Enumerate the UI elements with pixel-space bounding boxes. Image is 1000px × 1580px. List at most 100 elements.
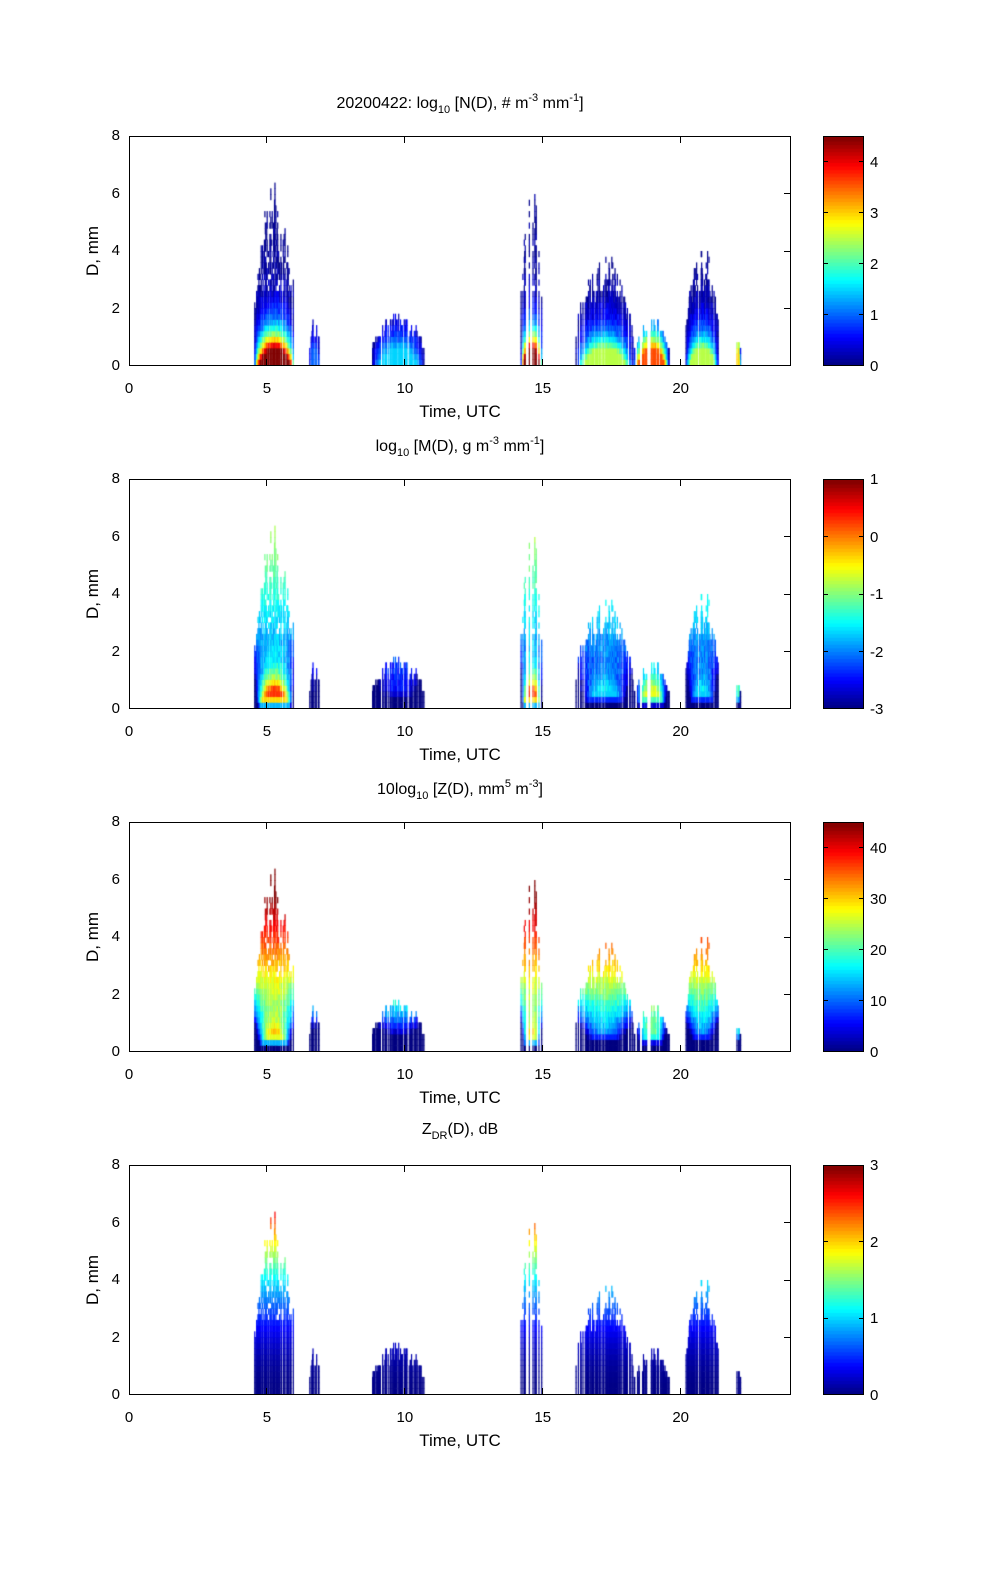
- x-tick: [404, 1388, 406, 1394]
- colorbar-tick-label: 0: [870, 1044, 879, 1061]
- x-tick-label: 0: [124, 723, 134, 740]
- colorbar: [823, 1165, 864, 1395]
- colorbar-gradient: [824, 823, 863, 1051]
- colorbar-tick: [859, 314, 863, 316]
- y-tick-label: 0: [111, 1043, 120, 1060]
- x-tick: [680, 359, 682, 365]
- colorbar-tick: [824, 651, 828, 652]
- y-tick: [784, 250, 790, 252]
- y-axis-label: D, mm: [83, 911, 102, 963]
- colorbar-tick-label: 40: [870, 839, 887, 857]
- title-part: DR: [431, 1130, 448, 1142]
- x-tick: [404, 480, 406, 486]
- colorbar-tick: [859, 651, 863, 652]
- colorbar-tick-label: -3: [870, 701, 884, 718]
- x-tick: [542, 1388, 544, 1394]
- title-part: -1: [569, 92, 580, 104]
- y-tick-label: 6: [111, 1213, 120, 1231]
- colorbar-tick: [824, 949, 828, 951]
- colorbar: [823, 136, 864, 366]
- x-tick: [266, 480, 268, 486]
- chart-title: 20200422: log10 [N(D), # m-3 mm-1]: [129, 92, 791, 116]
- x-tick: [404, 1045, 406, 1051]
- y-tick: [784, 193, 790, 194]
- y-tick: [784, 651, 790, 652]
- x-tick-label: 15: [534, 380, 552, 397]
- y-axis-label: D, mm: [83, 225, 102, 277]
- x-tick: [542, 1166, 544, 1172]
- title-part: -1: [530, 435, 540, 447]
- y-tick: [784, 308, 790, 309]
- chart-title: ZDR(D), dB: [129, 1121, 791, 1142]
- y-tick: [784, 994, 790, 995]
- colorbar-tick: [859, 847, 863, 849]
- x-tick: [404, 137, 406, 143]
- x-tick: [680, 137, 682, 143]
- title-part: 5: [504, 778, 511, 790]
- colorbar-tick-label: 1: [870, 1310, 879, 1328]
- colorbar-tick-label: 0: [870, 528, 879, 546]
- y-tick: [784, 593, 790, 595]
- y-tick-label: 6: [111, 527, 120, 545]
- title-part: log: [375, 438, 397, 455]
- y-tick: [784, 936, 790, 938]
- x-tick-label: 5: [262, 380, 272, 397]
- x-tick: [680, 702, 682, 708]
- y-tick-label: 6: [111, 870, 120, 888]
- y-axis-label: D, mm: [83, 1254, 102, 1306]
- title-part: 10: [416, 790, 429, 802]
- plot-area: [129, 136, 791, 366]
- title-part: (D), dB: [447, 1121, 499, 1138]
- x-axis-label: Time, UTC: [419, 402, 501, 421]
- x-tick-label: 20: [672, 1409, 689, 1426]
- colorbar-tick: [824, 314, 828, 316]
- x-axis-label: Time, UTC: [419, 1431, 501, 1450]
- colorbar-tick: [859, 536, 863, 537]
- x-tick: [542, 359, 544, 365]
- colorbar-tick: [824, 1317, 828, 1319]
- heatmap-canvas: [130, 137, 790, 365]
- colorbar-tick-label: 2: [870, 255, 879, 273]
- x-tick-label: 0: [124, 1409, 134, 1426]
- colorbar-tick-label: 0: [870, 358, 879, 375]
- x-tick-label: 20: [672, 723, 689, 740]
- x-tick-label: 5: [262, 1066, 272, 1083]
- colorbar-tick: [859, 949, 863, 951]
- colorbar-tick: [859, 161, 863, 163]
- plot-area: [129, 479, 791, 709]
- x-tick: [542, 480, 544, 486]
- x-tick: [266, 1045, 268, 1051]
- title-part: 20200422: log: [336, 95, 438, 112]
- x-tick: [266, 1388, 268, 1394]
- colorbar-tick: [859, 593, 863, 595]
- x-tick: [680, 1388, 682, 1394]
- x-tick: [404, 359, 406, 365]
- x-tick: [680, 1045, 682, 1051]
- heatmap-canvas: [130, 1166, 790, 1394]
- title-part: mm: [538, 95, 570, 112]
- colorbar-tick: [859, 1241, 863, 1243]
- title-part: ]: [538, 781, 543, 798]
- colorbar-tick-label: 1: [870, 471, 879, 488]
- y-tick: [784, 536, 790, 537]
- x-tick: [680, 480, 682, 486]
- colorbar-tick: [824, 898, 828, 900]
- title-part: [Z(D), mm: [428, 781, 505, 798]
- x-tick: [266, 823, 268, 829]
- x-tick-label: 15: [534, 1409, 552, 1426]
- title-part: [N(D), # m: [450, 95, 529, 112]
- y-tick: [784, 879, 790, 880]
- x-tick: [542, 702, 544, 708]
- y-tick-label: 4: [111, 585, 120, 602]
- y-tick-label: 8: [111, 470, 120, 487]
- x-tick-label: 15: [534, 723, 552, 740]
- x-tick-label: 10: [396, 1066, 414, 1083]
- colorbar-gradient: [824, 480, 863, 708]
- colorbar-tick: [824, 1000, 828, 1002]
- heatmap-canvas: [130, 823, 790, 1051]
- title-part: Z: [421, 1121, 432, 1138]
- colorbar-tick-label: 10: [870, 992, 887, 1010]
- colorbar-tick: [824, 536, 828, 537]
- x-tick-label: 0: [124, 380, 134, 397]
- colorbar-tick: [824, 1241, 828, 1243]
